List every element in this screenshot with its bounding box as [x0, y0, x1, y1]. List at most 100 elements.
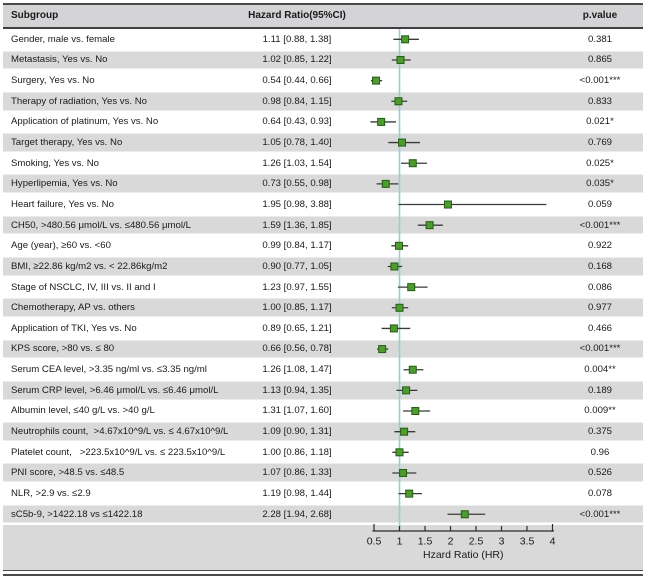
p-value: 0.059 — [587, 198, 612, 210]
hr-ci-value: 1.26 [1.08, 1.47] — [262, 364, 332, 376]
table-row: BMI, ≥22.86 kg/m2 vs. < 22.86kg/m2 0.90 [… — [3, 256, 643, 277]
table-row: Neutrophils count, >4.67x10^9/L vs. ≤ 4.… — [3, 421, 643, 442]
subgroup-label: Neutrophils count, >4.67x10^9/L vs. ≤ 4.… — [11, 425, 229, 437]
subgroup-label: CH50, >480.56 μmol/L vs. ≤480.56 μmol/L — [11, 219, 191, 231]
subgroup-label: Gender, male vs. female — [11, 33, 115, 45]
hr-ci-value: 0.99 [0.84, 1.17] — [262, 240, 332, 252]
table-row: Serum CRP level, >6.46 μmol/L vs. ≤6.46 … — [3, 379, 643, 401]
p-value: 0.833 — [587, 95, 612, 107]
subgroup-label: PNI score, >48.5 vs. ≤48.5 — [11, 467, 125, 479]
subgroup-label: NLR, >2.9 vs. ≤2.9 — [11, 487, 91, 499]
p-value: 0.865 — [587, 54, 612, 66]
subgroup-label: KPS score, >80 vs. ≤ 80 — [11, 343, 115, 355]
subgroup-label: Chemotherapy, AP vs. others — [11, 302, 135, 314]
header-subgroup: Subgroup — [11, 10, 59, 22]
hr-ci-value: 1.95 [0.98, 3.88] — [262, 198, 332, 210]
table-row: Target therapy, Yes vs. No 1.05 [0.78, 1.… — [3, 132, 643, 153]
bottom-rule — [3, 569, 643, 572]
table-row: Gender, male vs. female 1.11 [0.88, 1.38]… — [3, 29, 643, 50]
subgroup-label: Application of TKI, Yes vs. No — [11, 322, 137, 334]
subgroup-label: Hyperlipemia, Yes vs. No — [11, 178, 118, 190]
p-value: 0.025* — [586, 157, 614, 169]
header-pvalue: p.value — [582, 10, 618, 22]
table-row: Hyperlipemia, Yes vs. No 0.73 [0.55, 0.98… — [3, 173, 643, 195]
hr-ci-value: 1.19 [0.98, 1.44] — [262, 487, 332, 499]
p-value: 0.021* — [586, 116, 614, 128]
p-value: 0.769 — [587, 137, 612, 149]
subgroup-label: Smoking, Yes vs. No — [11, 157, 99, 169]
hr-ci-value: 0.73 [0.55, 0.98] — [262, 178, 332, 190]
hr-ci-value: 1.11 [0.88, 1.38] — [262, 33, 332, 45]
table-row: CH50, >480.56 μmol/L vs. ≤480.56 μmol/L 1… — [3, 214, 643, 236]
table-row: Age (year), ≥60 vs. <60 0.99 [0.84, 1.17]… — [3, 235, 643, 257]
subgroup-label: Albumin level, ≤40 g/L vs. >40 g/L — [11, 405, 155, 417]
p-value: 0.922 — [587, 240, 612, 252]
hr-ci-value: 0.89 [0.65, 1.21] — [262, 322, 332, 334]
subgroup-label: Serum CEA level, >3.35 ng/ml vs. ≤3.35 n… — [11, 364, 207, 376]
p-value: 0.078 — [587, 487, 612, 499]
table-row: KPS score, >80 vs. ≤ 80 0.66 [0.56, 0.78]… — [3, 338, 643, 360]
table-row: sC5b-9, >1422.18 vs ≤1422.18 2.28 [1.94, … — [3, 503, 643, 525]
hr-ci-value: 1.02 [0.85, 1.22] — [262, 54, 332, 66]
p-value: <0.001*** — [579, 75, 621, 87]
table-row: Heart failure, Yes vs. No 1.95 [0.98, 3.8… — [3, 194, 643, 215]
p-value: 0.375 — [587, 425, 612, 437]
p-value: 0.466 — [587, 322, 612, 334]
table-row: Surgery, Yes vs. No 0.54 [0.44, 0.66] <0.0… — [3, 70, 643, 91]
hr-ci-value: 1.31 [1.07, 1.60] — [262, 405, 332, 417]
subgroup-label: Surgery, Yes vs. No — [11, 75, 95, 87]
table-header: Subgroup Hazard Ratio(95%CI) p.value — [3, 5, 643, 27]
p-value: 0.96 — [590, 446, 610, 458]
hr-ci-value: 2.28 [1.94, 2.68] — [262, 508, 332, 520]
subgroup-label: Application of platinum, Yes vs. No — [11, 116, 159, 128]
bottom-rule-2 — [3, 573, 643, 576]
table-row: Metastasis, Yes vs. No 1.02 [0.85, 1.22] 0… — [3, 49, 643, 71]
hr-ci-value: 0.64 [0.43, 0.93] — [262, 116, 332, 128]
hr-ci-value: 1.23 [0.97, 1.55] — [262, 281, 332, 293]
subgroup-label: Stage of NSCLC, IV, III vs. II and I — [11, 281, 156, 293]
subgroup-label: Therapy of radiation, Yes vs. No — [11, 95, 147, 107]
p-value: 0.168 — [587, 260, 612, 272]
p-value: <0.001*** — [579, 508, 621, 520]
subgroup-label: Platelet count, >223.5x10^9/L vs. ≤ 223.… — [11, 446, 226, 458]
hr-ci-value: 1.59 [1.36, 1.85] — [262, 219, 332, 231]
table-row: Platelet count, >223.5x10^9/L vs. ≤ 223.… — [3, 441, 643, 463]
header-hazard-ratio: Hazard Ratio(95%CI) — [248, 10, 346, 22]
hr-ci-value: 1.13 [0.94, 1.35] — [262, 384, 332, 396]
p-value: 0.035* — [586, 178, 614, 190]
table-row: NLR, >2.9 vs. ≤2.9 1.19 [0.98, 1.44] 0.078 — [3, 483, 643, 504]
subgroup-label: BMI, ≥22.86 kg/m2 vs. < 22.86kg/m2 — [11, 260, 168, 272]
header-rule — [3, 26, 643, 29]
hr-ci-value: 1.00 [0.85, 1.17] — [262, 302, 332, 314]
table-row: Application of TKI, Yes vs. No 0.89 [0.65… — [3, 317, 643, 339]
table-row: Stage of NSCLC, IV, III vs. II and I 1.23… — [3, 276, 643, 298]
p-value: <0.001*** — [579, 219, 621, 231]
p-value: 0.189 — [587, 384, 612, 396]
table-row: Smoking, Yes vs. No 1.26 [1.03, 1.54] 0.02… — [3, 152, 643, 174]
hr-ci-value: 0.54 [0.44, 0.66] — [262, 75, 332, 87]
p-value: 0.004** — [584, 364, 616, 376]
subgroup-label: Age (year), ≥60 vs. <60 — [11, 240, 111, 252]
subgroup-label: Metastasis, Yes vs. No — [11, 54, 108, 66]
p-value: 0.526 — [587, 467, 612, 479]
p-value: 0.009** — [584, 405, 616, 417]
hr-ci-value: 0.66 [0.56, 0.78] — [262, 343, 332, 355]
p-value: 0.977 — [587, 302, 612, 314]
hr-ci-value: 0.98 [0.84, 1.15] — [262, 95, 332, 107]
table-row: Therapy of radiation, Yes vs. No 0.98 [0.… — [3, 90, 643, 112]
subgroup-label: Target therapy, Yes vs. No — [11, 137, 123, 149]
table-body: Gender, male vs. female 1.11 [0.88, 1.38]… — [3, 29, 643, 525]
hr-ci-value: 1.05 [0.78, 1.40] — [262, 137, 332, 149]
p-value: <0.001*** — [579, 343, 621, 355]
hr-ci-value: 1.26 [1.03, 1.54] — [262, 157, 332, 169]
p-value: 0.086 — [587, 281, 612, 293]
axis-area — [3, 524, 643, 570]
table-row: Application of platinum, Yes vs. No 0.64 … — [3, 111, 643, 133]
table-row: PNI score, >48.5 vs. ≤48.5 1.07 [0.86, 1.… — [3, 462, 643, 484]
subgroup-label: Serum CRP level, >6.46 μmol/L vs. ≤6.46 … — [11, 384, 219, 396]
hr-ci-value: 1.00 [0.86, 1.18] — [262, 446, 332, 458]
hr-ci-value: 1.09 [0.90, 1.31] — [262, 425, 332, 437]
hr-ci-value: 0.90 [0.77, 1.05] — [262, 260, 332, 272]
p-value: 0.381 — [587, 33, 612, 45]
